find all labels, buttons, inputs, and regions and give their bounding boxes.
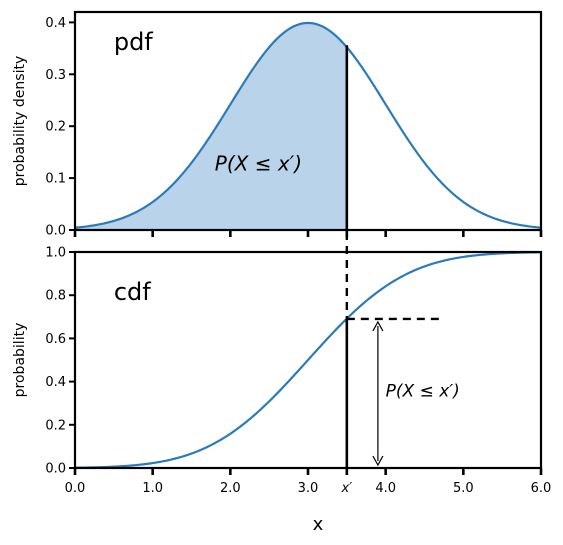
cdf-curve [74, 251, 542, 469]
cdf-y-tick-label: 0.0 [45, 462, 66, 477]
cdf-y-tick-label: 0.4 [45, 375, 66, 390]
x-prime-tick-label: x′ [341, 481, 353, 496]
pdf-shaded-area [75, 22, 347, 230]
cdf-y-tick-label: 0.2 [45, 418, 66, 433]
cdf-y-ticks: 0.0 0.2 0.4 0.6 0.8 1.0 [45, 246, 75, 477]
arrow-head-bottom [372, 455, 384, 467]
cdf-x-tick-label: 1.0 [142, 481, 163, 496]
cdf-x-tick-label: 6.0 [531, 481, 552, 496]
cdf-y-tick-label: 0.6 [45, 332, 66, 347]
cdf-probability-annotation: P(X ≤ x′) [386, 382, 460, 402]
cdf-y-tick-label: 0.8 [45, 289, 66, 304]
cdf-panel-title: cdf [114, 278, 151, 306]
cdf-x-tick-label: 4.0 [375, 481, 396, 496]
cdf-x-tick-label: 3.0 [298, 481, 319, 496]
pdf-y-tick-label: 0.3 [45, 68, 66, 83]
pdf-panel-title: pdf [114, 28, 153, 56]
cdf-x-tick-label: 5.0 [453, 481, 474, 496]
pdf-curve [74, 21, 542, 229]
cdf-y-tick-label: 1.0 [45, 246, 66, 261]
pdf-panel: 0.0 0.1 0.2 0.3 0.4 pdf P(X ≤ x′) probabilit… [12, 10, 543, 239]
cdf-x-tick-label: 2.0 [220, 481, 241, 496]
pdf-y-tick-label: 0.2 [45, 120, 66, 135]
cdf-panel: 0.0 0.2 0.4 0.6 0.8 1.0 0.0 1.0 2.0 3.0 x′ 4.0 5.0 6… [12, 232, 551, 535]
pdf-y-axis-label: probability density [12, 56, 28, 186]
pdf-y-ticks: 0.0 0.1 0.2 0.3 0.4 [45, 16, 75, 239]
cdf-y-axis-label: probability [12, 323, 28, 398]
cdf-x-tick-label: 0.0 [65, 481, 86, 496]
pdf-y-tick-label: 0.1 [45, 172, 66, 187]
x-axis-label: x [313, 514, 324, 535]
cdf-probability-arrow [372, 320, 384, 467]
pdf-probability-annotation: P(X ≤ x′) [215, 151, 302, 175]
pdf-y-tick-label: 0.4 [45, 16, 66, 31]
pdf-y-tick-label: 0.0 [45, 224, 66, 239]
cdf-x-ticks: 0.0 1.0 2.0 3.0 x′ 4.0 5.0 6.0 [65, 468, 552, 496]
arrow-head-top [372, 320, 384, 332]
